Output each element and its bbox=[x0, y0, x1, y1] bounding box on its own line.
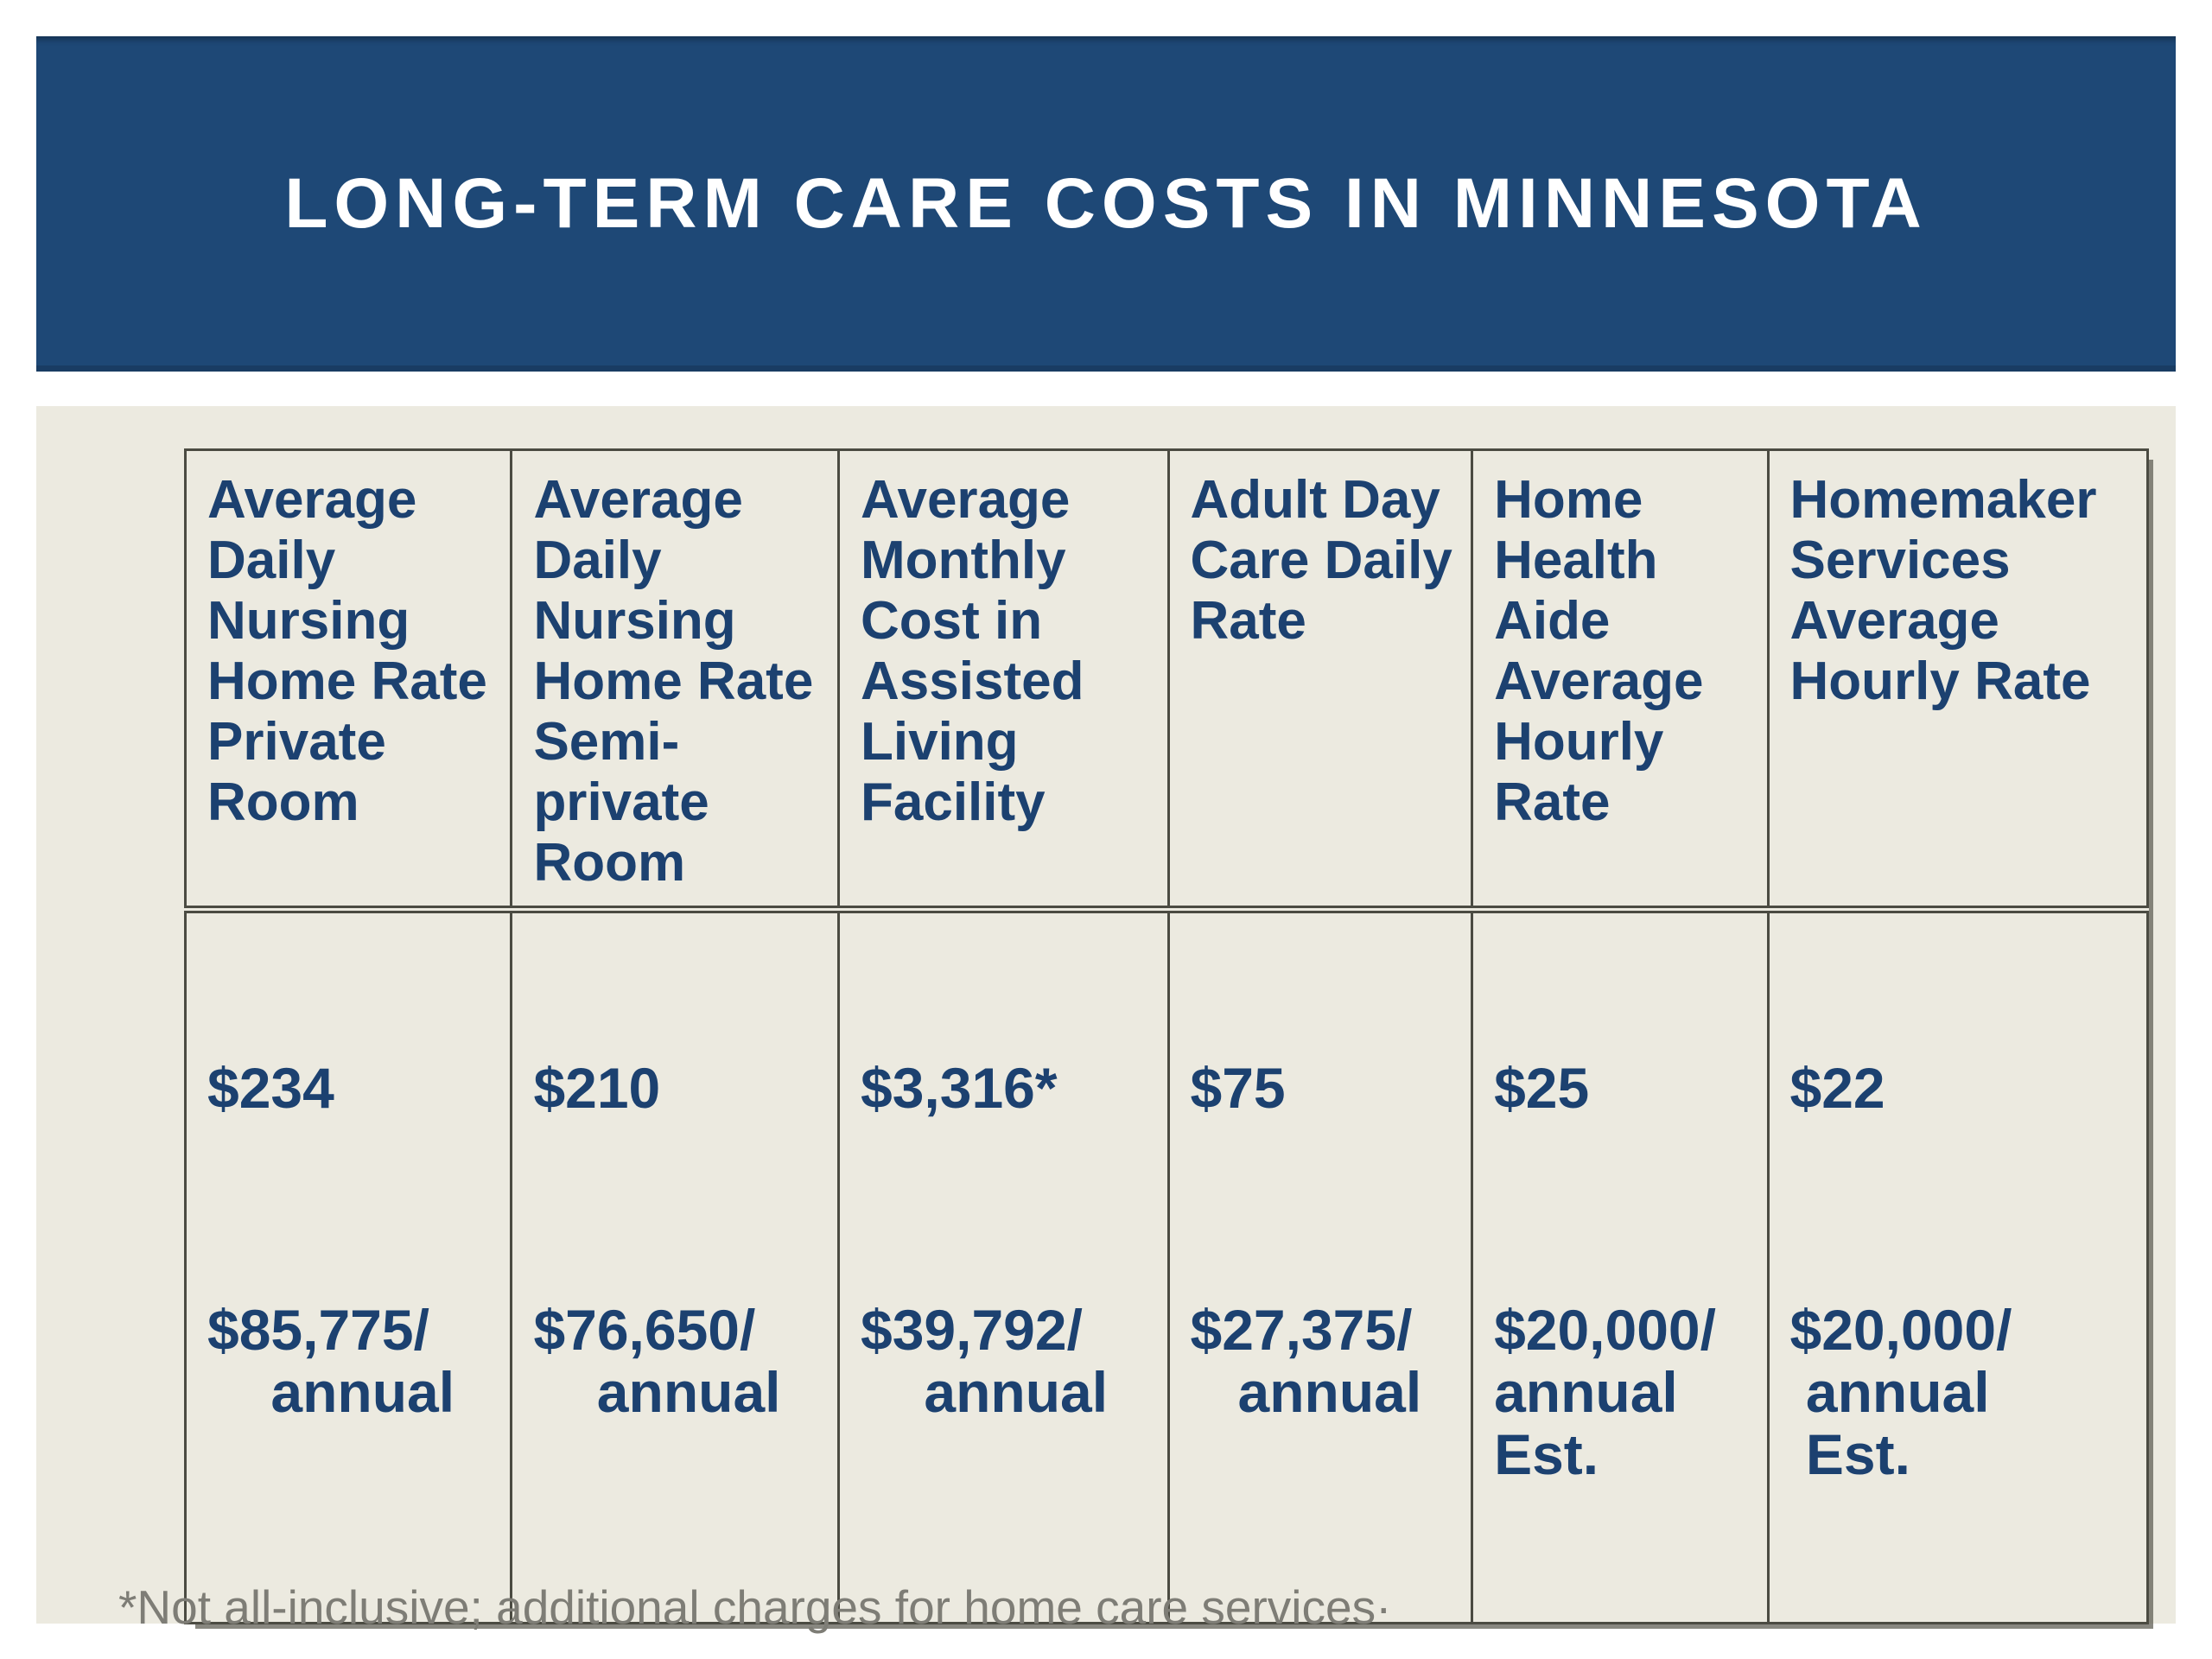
daily-rate: $234 bbox=[207, 1056, 334, 1120]
annual-rate: $85,775/ annual bbox=[207, 1298, 455, 1424]
column-header-homemaker-services: Homemaker Services Average Hourly Rate bbox=[1766, 448, 2150, 913]
daily-rate: $75 bbox=[1190, 1056, 1286, 1120]
footer: *Not all-inclusive; additional charges f… bbox=[118, 1400, 1507, 1659]
column-header-adult-day-care: Adult Day Care Daily Rate bbox=[1166, 448, 1474, 913]
cost-cell-adult-day-care: $75 $27,375/ annual bbox=[1166, 908, 1474, 1624]
content-panel: Average Daily Nursing Home Rate Private … bbox=[36, 406, 2176, 1634]
annual-rate: $20,000/ annual Est. bbox=[1494, 1298, 1716, 1486]
footnote-text: *Not all-inclusive; additional charges f… bbox=[118, 1580, 1392, 1634]
cost-cell-homemaker-services: $22 $20,000/ annual Est. bbox=[1766, 908, 2150, 1624]
cost-cell-home-health-aide: $25 $20,000/ annual Est. bbox=[1471, 908, 1770, 1624]
column-header-nursing-private: Average Daily Nursing Home Rate Private … bbox=[183, 448, 513, 913]
column-header-assisted-living: Average Monthly Cost in Assisted Living … bbox=[837, 448, 1170, 913]
annual-rate: $27,375/ annual bbox=[1190, 1298, 1422, 1424]
annual-rate: $39,792/ annual bbox=[861, 1298, 1109, 1424]
column-header-nursing-semiprivate: Average Daily Nursing Home Rate Semi- pr… bbox=[510, 448, 840, 913]
hourly-rate: $22 bbox=[1789, 1056, 1885, 1120]
monthly-rate: $3,316* bbox=[861, 1056, 1058, 1120]
title-band: LONG-TERM CARE COSTS IN MINNESOTA bbox=[36, 36, 2176, 372]
column-header-home-health-aide: Home Health Aide Average Hourly Rate bbox=[1471, 448, 1770, 913]
cost-cell-assisted-living: $3,316* $39,792/ annual bbox=[837, 908, 1170, 1624]
annual-rate: $20,000/ annual Est. bbox=[1789, 1298, 2012, 1486]
table-data-row: $234 $85,775/ annual $210 $76,650/ annua… bbox=[183, 908, 2150, 1624]
hourly-rate: $25 bbox=[1494, 1056, 1590, 1120]
table-header-row: Average Daily Nursing Home Rate Private … bbox=[183, 448, 2150, 913]
daily-rate: $210 bbox=[533, 1056, 661, 1120]
costs-table: Average Daily Nursing Home Rate Private … bbox=[183, 448, 2150, 1624]
slide-title: LONG-TERM CARE COSTS IN MINNESOTA bbox=[284, 164, 1928, 243]
cost-cell-nursing-private: $234 $85,775/ annual bbox=[183, 908, 513, 1624]
annual-rate: $76,650/ annual bbox=[533, 1298, 781, 1424]
cost-cell-nursing-semiprivate: $210 $76,650/ annual bbox=[510, 908, 840, 1624]
